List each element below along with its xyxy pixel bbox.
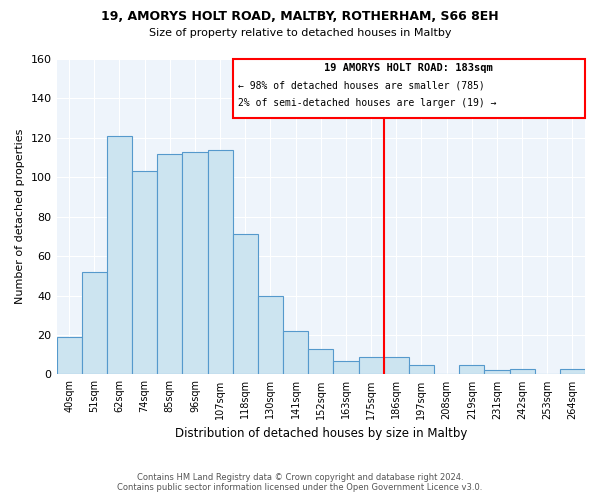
Bar — [82, 272, 107, 374]
Text: 19, AMORYS HOLT ROAD, MALTBY, ROTHERHAM, S66 8EH: 19, AMORYS HOLT ROAD, MALTBY, ROTHERHAM,… — [101, 10, 499, 23]
Bar — [182, 152, 208, 374]
Bar — [560, 368, 585, 374]
Bar — [56, 337, 82, 374]
Bar — [484, 370, 509, 374]
Text: Size of property relative to detached houses in Maltby: Size of property relative to detached ho… — [149, 28, 451, 38]
Bar — [132, 172, 157, 374]
Bar — [208, 150, 233, 374]
Bar — [157, 154, 182, 374]
Text: Contains HM Land Registry data © Crown copyright and database right 2024.
Contai: Contains HM Land Registry data © Crown c… — [118, 473, 482, 492]
X-axis label: Distribution of detached houses by size in Maltby: Distribution of detached houses by size … — [175, 427, 467, 440]
Text: 2% of semi-detached houses are larger (19) →: 2% of semi-detached houses are larger (1… — [238, 98, 496, 108]
Bar — [359, 356, 383, 374]
Bar — [409, 364, 434, 374]
Bar — [233, 234, 258, 374]
Text: ← 98% of detached houses are smaller (785): ← 98% of detached houses are smaller (78… — [238, 80, 484, 90]
Bar — [334, 360, 359, 374]
Bar — [283, 331, 308, 374]
Bar — [459, 364, 484, 374]
Bar — [509, 368, 535, 374]
Y-axis label: Number of detached properties: Number of detached properties — [15, 129, 25, 304]
Bar — [308, 349, 334, 374]
Bar — [383, 356, 409, 374]
Bar — [258, 296, 283, 374]
Text: 19 AMORYS HOLT ROAD: 183sqm: 19 AMORYS HOLT ROAD: 183sqm — [325, 63, 493, 73]
Bar — [233, 59, 585, 118]
Bar — [107, 136, 132, 374]
